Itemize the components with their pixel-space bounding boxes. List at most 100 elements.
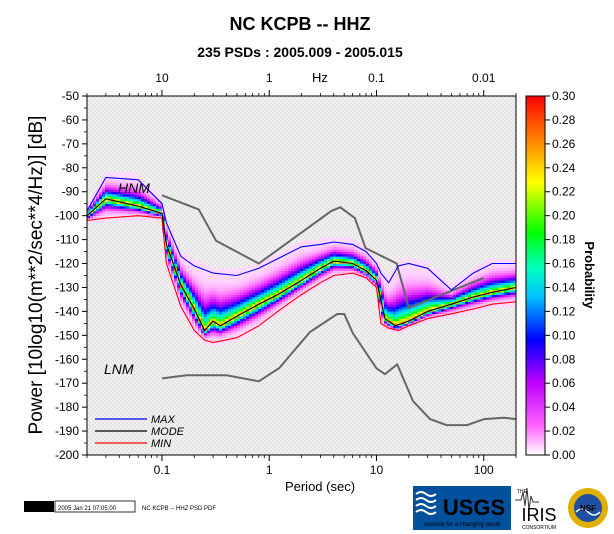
pdf-cell bbox=[297, 265, 300, 269]
pdf-cell bbox=[369, 270, 372, 274]
pdf-cell bbox=[492, 287, 495, 291]
pdf-cell bbox=[324, 268, 327, 271]
pdf-cell bbox=[321, 277, 324, 281]
pdf-cell bbox=[357, 249, 360, 252]
pdf-cell bbox=[234, 306, 237, 310]
pdf-cell bbox=[180, 268, 183, 271]
pdf-cell bbox=[132, 218, 135, 221]
pdf-cell bbox=[300, 275, 303, 279]
pdf-cell bbox=[117, 210, 120, 214]
pdf-cell bbox=[321, 244, 324, 247]
pdf-cell bbox=[216, 335, 219, 338]
pdf-cell bbox=[213, 285, 216, 288]
pdf-cell bbox=[228, 304, 231, 307]
pdf-cell bbox=[252, 294, 255, 298]
pdf-cell bbox=[414, 297, 417, 300]
pdf-cell bbox=[144, 198, 147, 202]
pdf-cell bbox=[171, 282, 174, 286]
pdf-cell bbox=[207, 306, 210, 310]
pdf-cell bbox=[390, 297, 393, 300]
pdf-cell bbox=[396, 285, 399, 288]
pdf-cell bbox=[288, 254, 291, 257]
pdf-cell bbox=[339, 254, 342, 257]
pdf-cell bbox=[204, 325, 207, 329]
pdf-cell bbox=[438, 311, 441, 314]
pdf-cell bbox=[165, 218, 168, 221]
pdf-cell bbox=[477, 270, 480, 274]
pdf-cell bbox=[408, 309, 411, 312]
pdf-cell bbox=[141, 215, 144, 219]
pdf-cell bbox=[141, 179, 144, 183]
pdf-cell bbox=[513, 273, 516, 276]
pdf-cell bbox=[471, 311, 474, 314]
pdf-cell bbox=[312, 249, 315, 252]
pdf-cell bbox=[429, 311, 432, 314]
pdf-cell bbox=[399, 318, 402, 322]
pdf-cell bbox=[270, 258, 273, 262]
pdf-cell bbox=[123, 218, 126, 221]
pdf-cell bbox=[258, 263, 261, 267]
pdf-cell bbox=[333, 246, 336, 250]
pdf-cell bbox=[264, 280, 267, 283]
pdf-cell bbox=[387, 304, 390, 307]
pdf-cell bbox=[369, 258, 372, 262]
pdf-cell bbox=[246, 277, 249, 281]
pdf-cell bbox=[159, 210, 162, 214]
pdf-cell bbox=[216, 280, 219, 283]
pdf-cell bbox=[474, 301, 477, 305]
pdf-cell bbox=[249, 270, 252, 274]
pdf-cell bbox=[147, 194, 150, 197]
pdf-cell bbox=[207, 311, 210, 314]
pdf-cell bbox=[231, 277, 234, 281]
pdf-cell bbox=[348, 237, 351, 240]
pdf-cell bbox=[513, 299, 516, 302]
pdf-cell bbox=[108, 210, 111, 214]
pdf-cell bbox=[363, 277, 366, 281]
pdf-cell bbox=[414, 318, 417, 322]
pdf-cell bbox=[342, 268, 345, 271]
pdf-cell bbox=[324, 280, 327, 283]
pdf-cell bbox=[369, 263, 372, 267]
pdf-cell bbox=[237, 328, 240, 331]
pdf-cell bbox=[171, 268, 174, 271]
pdf-cell bbox=[399, 311, 402, 314]
pdf-cell bbox=[234, 309, 237, 312]
pdf-cell bbox=[216, 306, 219, 310]
pdf-cell bbox=[243, 311, 246, 314]
pdf-cell bbox=[222, 318, 225, 322]
pdf-cell bbox=[390, 294, 393, 298]
pdf-cell bbox=[510, 275, 513, 279]
min-line bbox=[87, 215, 516, 344]
pdf-cell bbox=[168, 225, 171, 228]
pdf-cell bbox=[231, 323, 234, 326]
colorbar-tick-label: 0.28 bbox=[552, 113, 576, 127]
pdf-cell bbox=[150, 194, 153, 197]
pdf-cell bbox=[189, 309, 192, 312]
pdf-cell bbox=[384, 325, 387, 329]
pdf-cell bbox=[393, 330, 396, 334]
pdf-cell bbox=[156, 218, 159, 221]
pdf-cell bbox=[198, 304, 201, 307]
pdf-cell bbox=[267, 263, 270, 267]
pdf-cell bbox=[123, 198, 126, 202]
pdf-cell bbox=[393, 282, 396, 286]
pdf-cell bbox=[324, 249, 327, 252]
pdf-cell bbox=[468, 292, 471, 295]
pdf-cell bbox=[117, 189, 120, 192]
pdf-cell bbox=[402, 328, 405, 331]
pdf-cell bbox=[309, 275, 312, 279]
pdf-cell bbox=[87, 203, 90, 207]
pdf-cell bbox=[225, 304, 228, 307]
pdf-cell bbox=[273, 309, 276, 312]
pdf-cell bbox=[336, 251, 339, 255]
pdf-cell bbox=[264, 275, 267, 279]
pdf-cell bbox=[291, 261, 294, 264]
pdf-cell bbox=[300, 256, 303, 259]
pdf-cell bbox=[459, 277, 462, 281]
x-tick-label: 0.1 bbox=[154, 463, 171, 477]
pdf-cell bbox=[195, 321, 198, 324]
pdf-cell bbox=[510, 280, 513, 283]
pdf-cell bbox=[468, 270, 471, 274]
pdf-cell bbox=[348, 251, 351, 255]
pdf-cell bbox=[378, 289, 381, 293]
